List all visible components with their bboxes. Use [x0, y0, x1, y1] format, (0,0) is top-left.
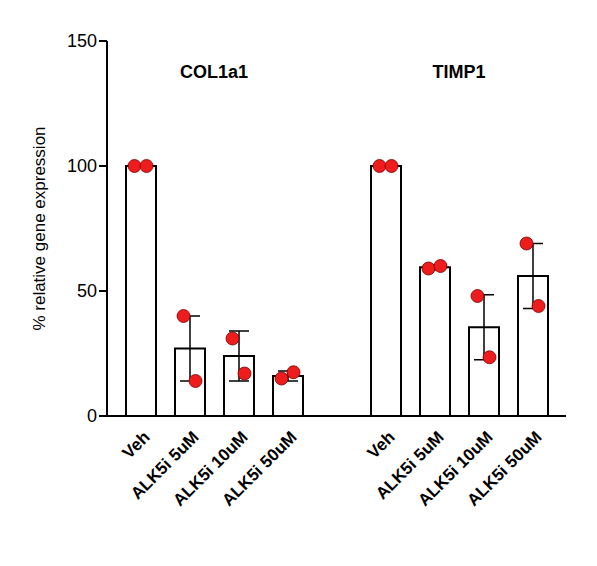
svg-text:ALK5i 10uM: ALK5i 10uM	[414, 427, 497, 510]
svg-text:ALK5i 5uM: ALK5i 5uM	[372, 427, 448, 504]
svg-text:0: 0	[87, 406, 97, 426]
svg-text:ALK5i 50uM: ALK5i 50uM	[218, 428, 300, 510]
svg-text:ALK5i 50uM: ALK5i 50uM	[463, 428, 545, 510]
svg-text:TIMP1: TIMP1	[432, 62, 485, 82]
svg-text:100: 100	[67, 156, 97, 176]
svg-text:Veh: Veh	[364, 428, 399, 463]
svg-text:% relative gene expression: % relative gene expression	[30, 126, 49, 330]
svg-text:COL1a1: COL1a1	[180, 62, 248, 82]
svg-text:Veh: Veh	[119, 428, 154, 463]
svg-text:50: 50	[77, 281, 97, 301]
svg-text:ALK5i 10uM: ALK5i 10uM	[169, 427, 252, 510]
svg-text:150: 150	[67, 31, 97, 51]
svg-text:ALK5i 5uM: ALK5i 5uM	[127, 427, 203, 504]
